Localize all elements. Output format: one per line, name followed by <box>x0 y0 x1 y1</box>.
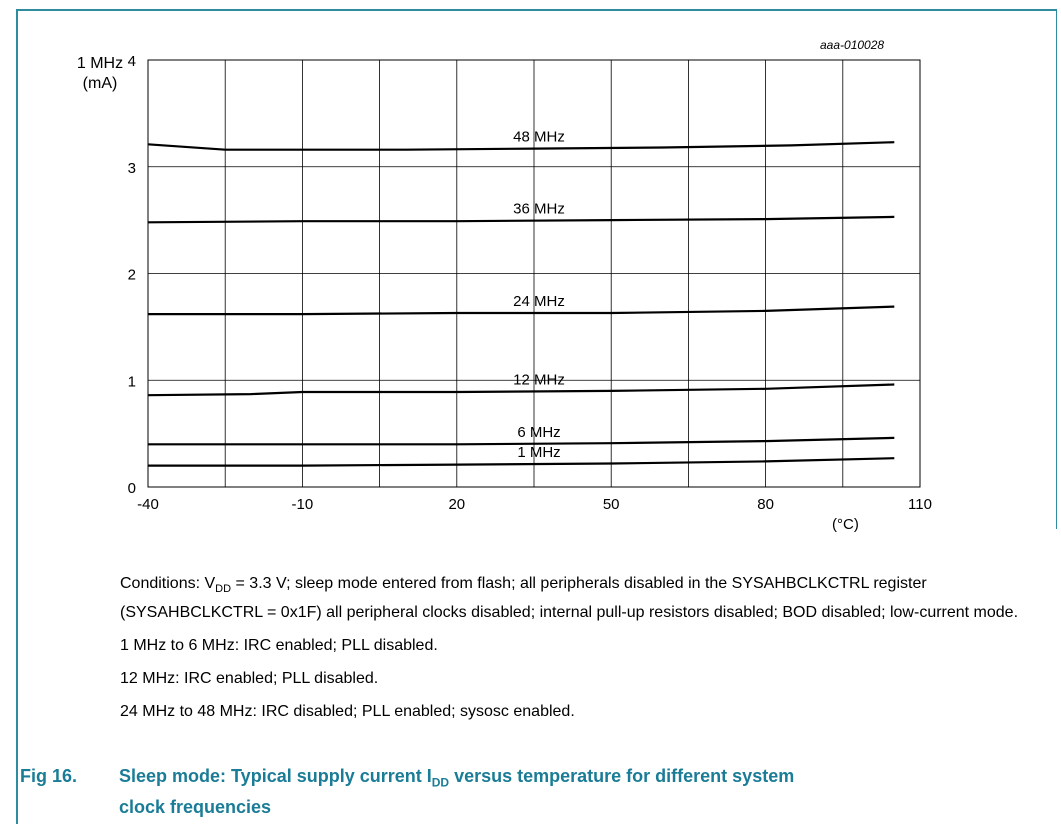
x-tick-label: 110 <box>908 496 932 513</box>
series-label: 24 MHz <box>513 293 565 310</box>
conditions-sub: DD <box>215 583 232 596</box>
y-axis-label-line1: 1 MHz <box>76 55 124 72</box>
conditions-line-12mhz: 12 MHz: IRC enabled; PLL disabled. <box>120 670 379 688</box>
y-tick-label: 1 <box>128 373 136 390</box>
conditions-paragraph: Conditions: VDD = 3.3 V; sleep mode ente… <box>120 572 1020 625</box>
y-tick-label: 2 <box>128 267 136 284</box>
conditions-text-b: = 3.3 V; sleep mode entered from flash; … <box>120 575 1019 622</box>
line-chart: -40 -10 20 50 80 110 0 1 2 3 4 48 MHz 36 MHz 24 MHz 12… <box>128 53 932 513</box>
y-axis-label-line2: (mA) <box>82 75 118 92</box>
conditions-line-irc: 1 MHz to 6 MHz: IRC enabled; PLL disable… <box>120 637 438 655</box>
conditions-text-a: Conditions: V <box>120 575 216 592</box>
series-line <box>148 457 895 467</box>
conditions-line-pll: 24 MHz to 48 MHz: IRC disabled; PLL enab… <box>120 703 575 721</box>
x-tick-label: 20 <box>448 496 465 513</box>
figure-id: aaa-010028 <box>820 38 885 52</box>
x-axis-unit: (°C) <box>832 516 859 533</box>
y-tick-label: 0 <box>128 480 136 497</box>
frame-top-border <box>16 9 1057 11</box>
series-label: 6 MHz <box>517 424 560 441</box>
y-tick-label: 4 <box>128 53 136 70</box>
series-line <box>148 436 895 446</box>
series-label: 1 MHz <box>517 444 560 461</box>
series-label: 12 MHz <box>513 371 565 388</box>
caption-sub: DD <box>431 775 450 790</box>
caption-text-b: versus temperature for different system <box>449 766 795 786</box>
conditions-text: Conditions: VDD = 3.3 V; sleep mode ente… <box>120 572 1020 733</box>
series-label: 36 MHz <box>513 201 565 218</box>
frame-right-border <box>1056 9 1057 529</box>
frame-left-border <box>16 9 18 824</box>
series-line <box>147 383 895 397</box>
series-line <box>147 141 895 151</box>
plot-frame <box>147 59 921 488</box>
figure-number: Fig 16. <box>20 766 78 786</box>
caption-text-a: Sleep mode: Typical supply current I <box>119 766 432 786</box>
x-tick-label: 80 <box>757 496 774 513</box>
y-tick-label: 3 <box>128 160 136 177</box>
caption-line2: clock frequencies <box>119 796 272 817</box>
figure-caption: Fig 16. Sleep mode: Typical supply curren… <box>20 764 1040 819</box>
series-line <box>147 215 895 224</box>
y-axis-label: 1 MHz (mA) <box>60 54 140 94</box>
x-tick-label: 50 <box>603 496 620 513</box>
x-tick-label: -40 <box>137 496 159 513</box>
series-line <box>148 305 895 316</box>
x-tick-label: -10 <box>292 496 314 513</box>
series-label: 48 MHz <box>513 129 565 146</box>
